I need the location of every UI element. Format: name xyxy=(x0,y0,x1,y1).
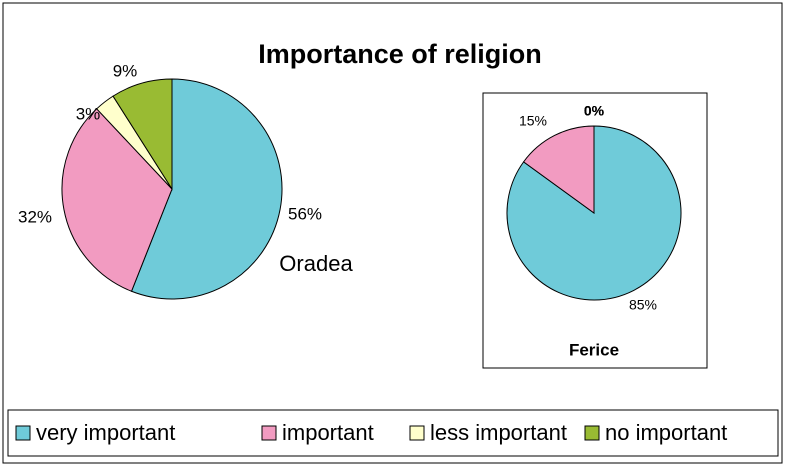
data-label: 85% xyxy=(629,297,657,313)
legend-label: no important xyxy=(605,420,727,445)
pie-slice xyxy=(130,78,283,300)
legend-swatch xyxy=(261,425,277,441)
data-label: 56% xyxy=(288,204,322,223)
pie-frame xyxy=(482,92,708,369)
pie-name: Oradea xyxy=(279,251,353,276)
data-label: 0% xyxy=(584,103,605,119)
data-label: 32% xyxy=(18,207,52,226)
data-label: 9% xyxy=(113,61,138,80)
legend-swatch xyxy=(584,425,600,441)
legend-swatch xyxy=(15,425,31,441)
legend-frame xyxy=(7,409,779,457)
pie-slice xyxy=(506,125,682,301)
pie-slice xyxy=(112,78,173,191)
legend-label: less important xyxy=(430,420,567,445)
data-label: 15% xyxy=(519,113,547,129)
chart-title: Importance of religion xyxy=(258,39,542,69)
legend-swatch xyxy=(409,425,425,441)
data-label: 0% xyxy=(584,103,605,119)
pie-name: Ferice xyxy=(569,340,619,359)
pie-slice xyxy=(522,125,595,214)
pie-slice xyxy=(61,108,173,292)
legend-label: very important xyxy=(36,420,175,445)
legend-label: important xyxy=(282,420,374,445)
data-label: 3% xyxy=(76,104,101,123)
